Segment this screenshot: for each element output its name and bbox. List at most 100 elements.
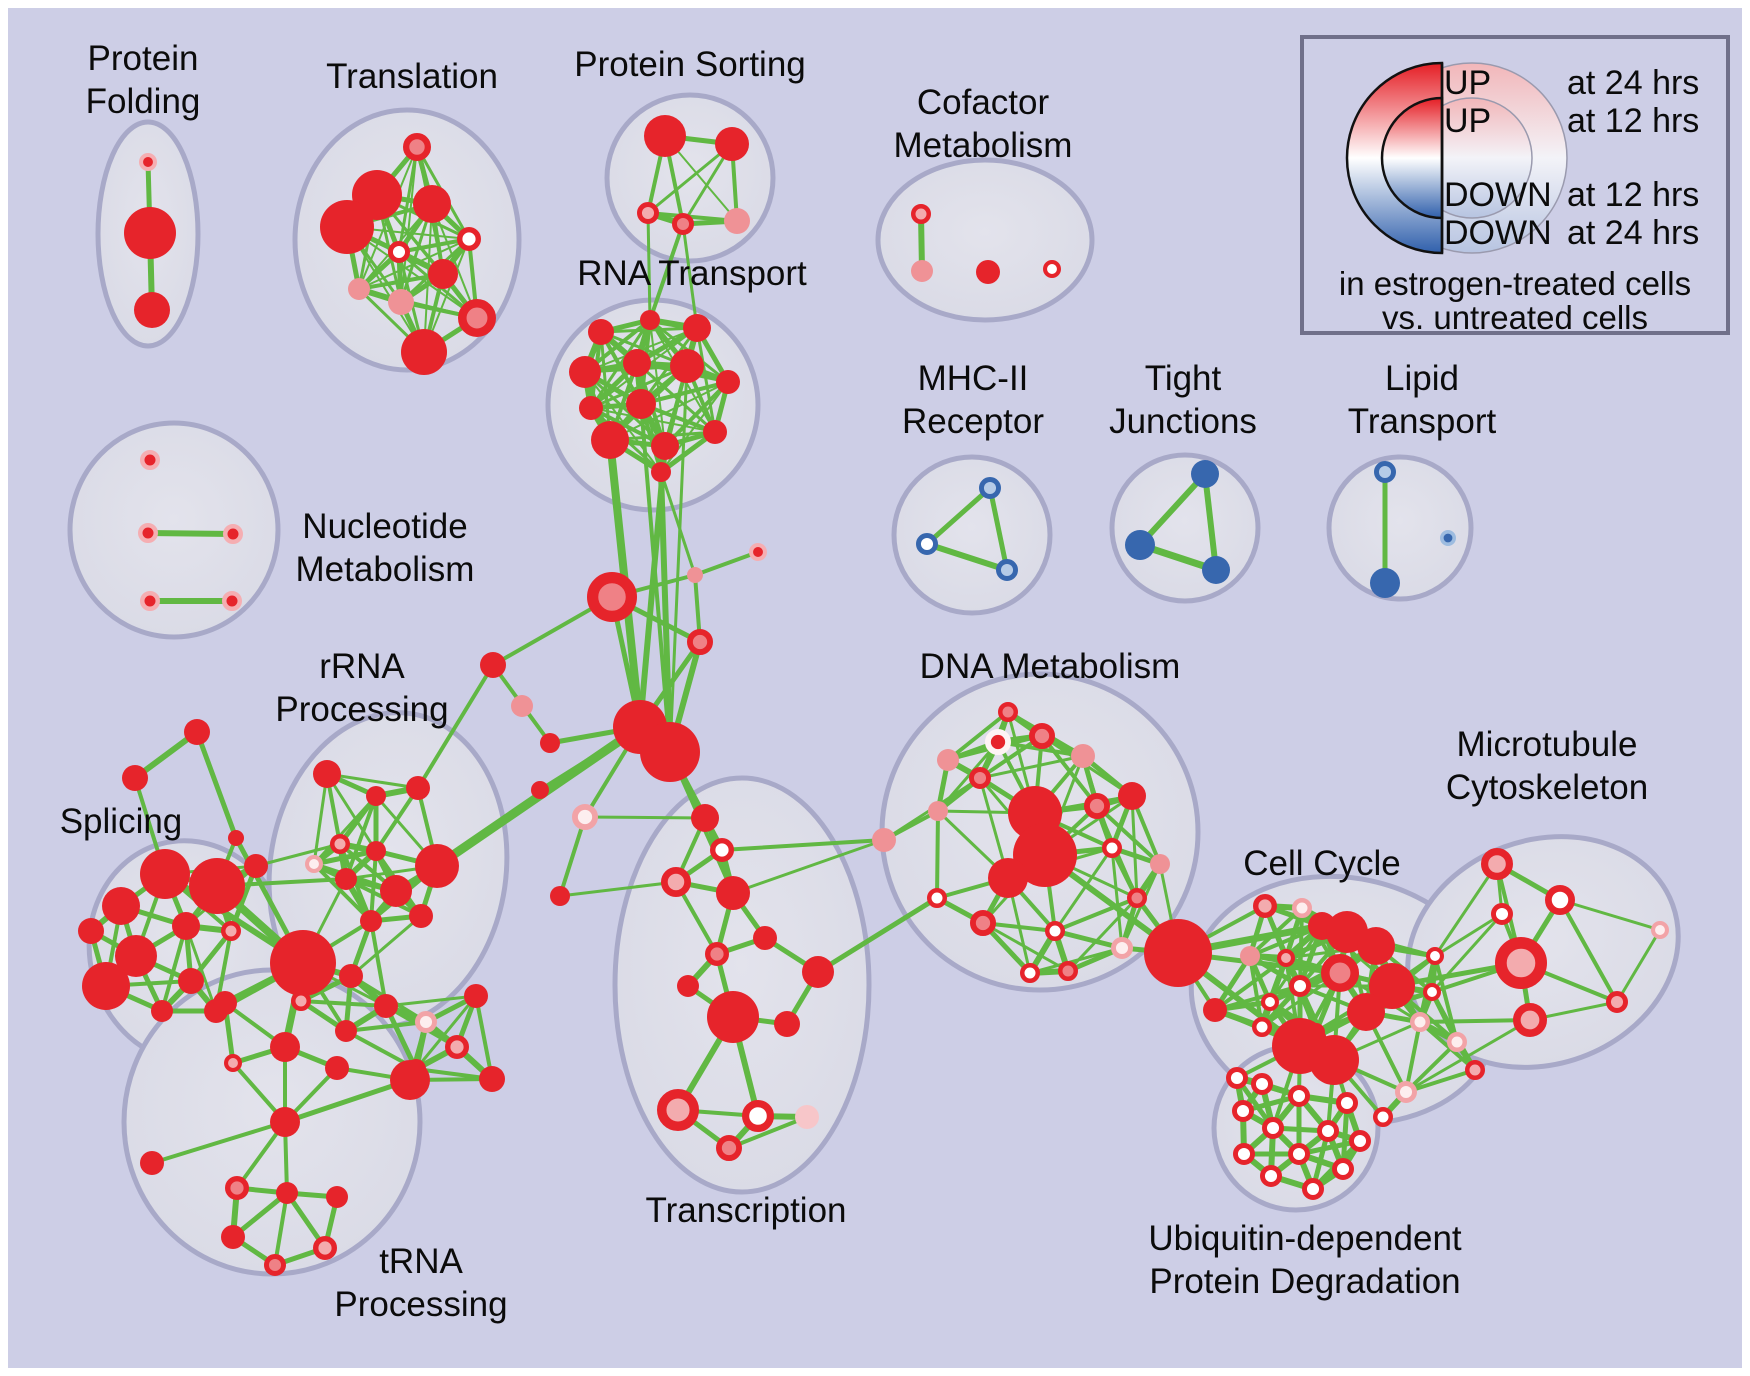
interaction-edge — [254, 842, 342, 868]
interaction-edge — [609, 381, 729, 441]
gene-node — [1321, 954, 1360, 993]
interaction-edge — [978, 754, 1085, 780]
interaction-edge — [369, 849, 378, 923]
gene-node — [640, 310, 660, 330]
gene-node — [774, 1011, 800, 1037]
gene-node — [388, 241, 411, 264]
cluster-label-tr: Translation — [326, 57, 498, 96]
gene-node — [140, 849, 190, 899]
gene-node — [988, 858, 1028, 898]
gene-node — [78, 918, 104, 944]
interaction-edge — [325, 772, 420, 790]
interaction-edge — [693, 550, 760, 577]
interaction-edge — [414, 994, 478, 1071]
gene-node — [291, 991, 311, 1011]
gene-node — [1370, 568, 1400, 598]
gene-node — [571, 803, 598, 830]
gene-node — [716, 370, 740, 394]
cluster-label-ub: Protein Degradation — [1149, 1262, 1460, 1301]
gene-node — [1494, 936, 1547, 989]
interaction-edge — [1404, 1018, 1532, 1094]
gene-node — [1447, 1032, 1467, 1052]
gene-node — [1058, 961, 1078, 981]
gene-node — [213, 991, 237, 1015]
gene-node — [222, 591, 242, 611]
cluster-label-nm: Nucleotide — [302, 507, 467, 546]
cluster-label-mt: Cytoskeleton — [1446, 768, 1648, 807]
interaction-edge — [727, 1115, 809, 1150]
cluster-label-dna: DNA Metabolism — [920, 647, 1181, 686]
interaction-edge — [474, 994, 494, 1081]
interaction-edge — [648, 222, 685, 322]
gene-node — [428, 259, 458, 289]
gene-node — [1490, 902, 1513, 925]
legend-gradient-disc — [1345, 61, 1568, 255]
gene-node — [710, 838, 735, 863]
gene-node — [969, 909, 996, 936]
gene-node — [374, 994, 398, 1018]
gene-node — [587, 572, 637, 622]
interaction-edge — [150, 1120, 287, 1165]
gene-node — [1250, 1072, 1273, 1095]
gene-node — [326, 1186, 348, 1208]
gene-node — [313, 760, 341, 788]
gene-node — [1288, 974, 1311, 997]
gene-node — [1651, 921, 1670, 940]
gene-node — [651, 462, 671, 482]
cluster-label-lt: Transport — [1348, 402, 1497, 441]
gene-node — [270, 1032, 300, 1062]
gene-node — [1292, 898, 1312, 918]
interaction-edge — [681, 222, 699, 330]
gene-node — [140, 1151, 164, 1175]
gene-node — [140, 450, 160, 470]
cluster-label-tn: tRNA — [379, 1242, 463, 1281]
interaction-edge — [981, 921, 1070, 973]
gene-node — [124, 207, 176, 259]
interaction-edge — [646, 211, 652, 322]
cluster-label-sp: Splicing — [60, 802, 183, 841]
legend-down-24-time: at 24 hrs — [1567, 214, 1700, 252]
cluster-label-mhc: Receptor — [902, 402, 1044, 441]
gene-node — [1423, 983, 1442, 1002]
gene-node — [686, 628, 713, 655]
gene-node — [656, 1088, 699, 1131]
nodes — [78, 115, 1670, 1276]
cluster-ellipse-nm — [67, 420, 281, 640]
gene-node — [224, 1175, 249, 1200]
gene-node — [911, 260, 933, 282]
gene-node — [138, 152, 157, 171]
interaction-edge — [1053, 896, 1139, 933]
interaction-edge — [935, 809, 940, 900]
interaction-edge — [589, 364, 689, 410]
interaction-edge — [635, 361, 717, 434]
legend-footnote-line1: in estrogen-treated cells — [1338, 265, 1692, 302]
gene-node — [937, 749, 959, 771]
legend-up-12-label: UP — [1444, 102, 1492, 140]
gene-node — [1301, 1177, 1324, 1200]
gene-node — [683, 314, 711, 342]
gene-node — [1335, 1091, 1358, 1114]
gene-node — [623, 349, 651, 377]
gene-node — [927, 888, 947, 908]
gene-node — [1440, 529, 1457, 546]
gene-node — [1252, 894, 1277, 919]
gene-node — [998, 702, 1018, 722]
interaction-edge — [312, 862, 373, 923]
cluster-label-nm: Metabolism — [296, 550, 475, 589]
gene-node — [749, 543, 768, 562]
gene-node — [1480, 847, 1513, 880]
gene-node — [335, 1020, 357, 1042]
gene-node — [1465, 1060, 1485, 1080]
gene-node — [724, 208, 750, 234]
interaction-edge — [659, 470, 697, 577]
gene-node — [402, 132, 431, 161]
legend-footnote-line2: vs. untreated cells — [1382, 299, 1648, 336]
interaction-edge — [668, 364, 689, 754]
cluster-label-ub: Ubiquitin-dependent — [1148, 1219, 1462, 1258]
gene-node — [644, 115, 686, 157]
interaction-edge — [374, 786, 420, 853]
gene-node — [388, 289, 414, 315]
gene-node — [1605, 990, 1628, 1013]
gene-node — [223, 1054, 242, 1073]
gene-node — [348, 278, 370, 300]
